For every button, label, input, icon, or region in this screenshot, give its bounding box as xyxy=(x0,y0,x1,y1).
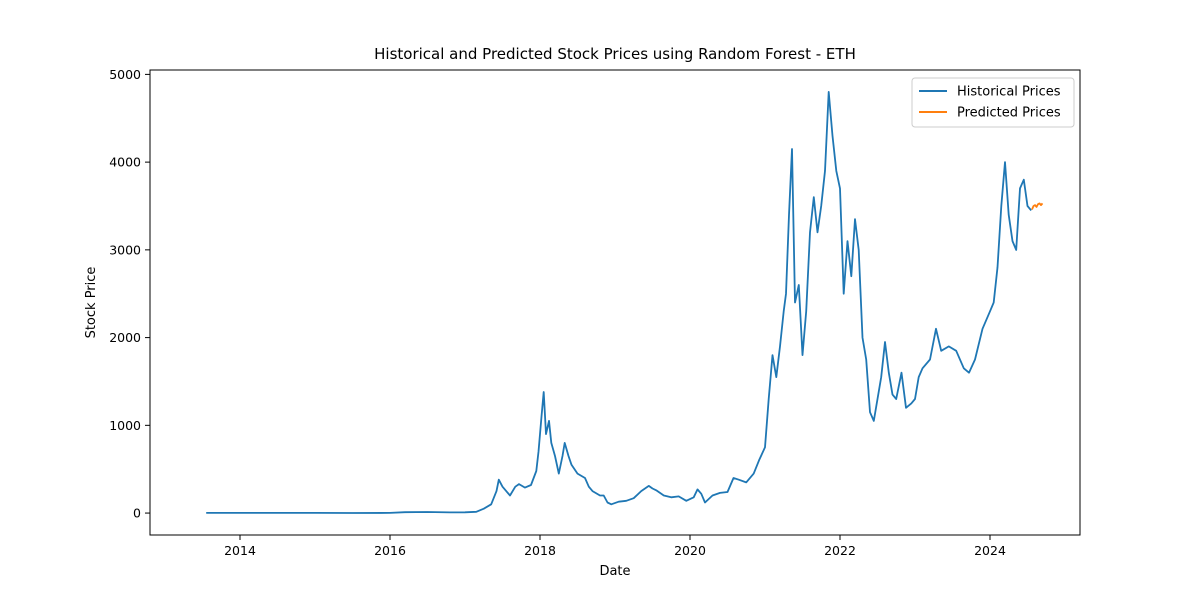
series-line-historical-prices xyxy=(206,91,1032,514)
series-layer xyxy=(206,91,1044,514)
legend: Historical Prices Predicted Prices xyxy=(911,77,1075,128)
x-tick-label: 2022 xyxy=(824,543,856,558)
series-line-predicted-prices xyxy=(1031,202,1044,210)
legend-label-historical-prices: Historical Prices xyxy=(957,85,1061,100)
y-tick-label: 1000 xyxy=(109,418,141,433)
y-axis-title: Stock Price xyxy=(84,267,99,339)
y-tick-label: 2000 xyxy=(109,330,141,345)
y-tick-label: 5000 xyxy=(109,67,141,82)
y-axis: 0 1000 2000 3000 4000 5000 xyxy=(109,67,150,521)
x-tick-label: 2020 xyxy=(674,543,706,558)
x-tick-label: 2016 xyxy=(374,543,406,558)
y-tick-label: 4000 xyxy=(109,155,141,170)
chart-title: Historical and Predicted Stock Prices us… xyxy=(374,45,856,63)
y-tick-label: 3000 xyxy=(109,242,141,257)
legend-box xyxy=(911,77,1075,128)
plot-frame xyxy=(149,69,1081,536)
y-tick-label: 0 xyxy=(133,506,141,521)
x-axis-title: Date xyxy=(599,564,630,579)
x-axis: 2014 2016 2018 2020 2022 2024 xyxy=(224,535,1006,558)
x-tick-label: 2024 xyxy=(974,543,1006,558)
plot-area xyxy=(149,69,1081,536)
x-tick-label: 2014 xyxy=(224,543,256,558)
x-tick-label: 2018 xyxy=(524,543,556,558)
legend-label-predicted-prices: Predicted Prices xyxy=(957,106,1061,121)
